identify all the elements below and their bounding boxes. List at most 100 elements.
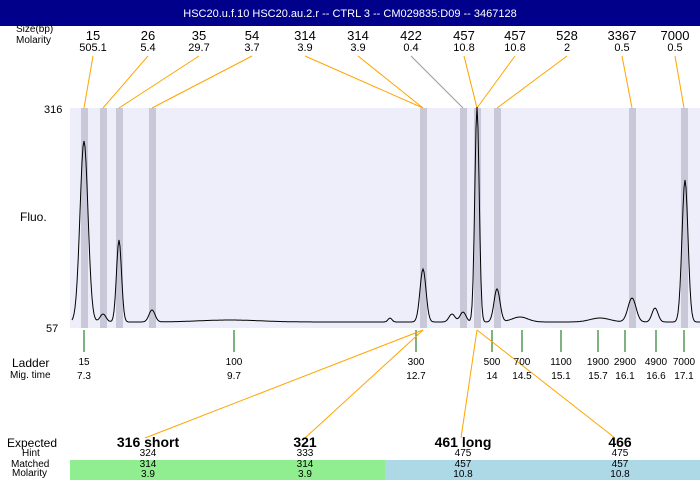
peak-molarity-label: 3.9 bbox=[350, 42, 366, 54]
ladder-label: Ladder bbox=[12, 356, 50, 370]
peak-band bbox=[116, 108, 123, 328]
peak-molarity-label: 10.8 bbox=[504, 42, 526, 54]
size-label: Size(bp) bbox=[16, 24, 54, 35]
ladder-time-label: 17.1 bbox=[674, 371, 694, 382]
peak-molarity-label: 3.9 bbox=[297, 42, 313, 54]
peak-molarity-label: 2 bbox=[563, 42, 571, 54]
peak-band bbox=[100, 108, 107, 328]
peak-size-label: 7000 bbox=[660, 28, 690, 43]
ladder-time-label: 15.1 bbox=[551, 371, 571, 382]
expected-name: 461 long bbox=[434, 434, 492, 450]
peak-molarity-label: 0.5 bbox=[667, 42, 683, 54]
peak-band bbox=[149, 108, 156, 328]
peak-connector bbox=[674, 55, 685, 109]
y-max-label: 316 bbox=[44, 104, 63, 116]
expected-name: 321 bbox=[293, 434, 317, 450]
expected-matched: 457 bbox=[454, 459, 472, 470]
ladder-time-label: 14 bbox=[486, 371, 498, 382]
expected-label: Expected bbox=[7, 436, 58, 450]
peak-molarity-label: 29.7 bbox=[188, 42, 210, 54]
ladder-size-label: 1100 bbox=[550, 357, 572, 368]
ladder-size-label: 300 bbox=[407, 357, 425, 368]
peak-connector bbox=[496, 55, 568, 109]
peak-size-label: 3367 bbox=[607, 28, 637, 43]
expected-molarity: 10.8 bbox=[610, 469, 630, 480]
ladder-size-label: 500 bbox=[483, 357, 501, 368]
expected-matched: 314 bbox=[139, 459, 157, 470]
peak-molarity-label: 0.4 bbox=[403, 42, 419, 54]
peak-size-label: 35 bbox=[191, 28, 207, 43]
peak-size-label: 314 bbox=[294, 28, 316, 43]
peak-connector bbox=[476, 55, 516, 109]
ladder-time-label: 7.3 bbox=[77, 371, 91, 382]
peak-size-label: 422 bbox=[400, 28, 422, 43]
peak-connector bbox=[151, 55, 253, 109]
expected-name: 316 short bbox=[116, 434, 180, 450]
peak-connector bbox=[463, 55, 478, 109]
ladder-size-label: 15 bbox=[78, 357, 90, 368]
ladder-time-label: 16.6 bbox=[646, 371, 666, 382]
peak-connector bbox=[102, 55, 149, 109]
expected-connector bbox=[476, 329, 616, 439]
expected-matched: 457 bbox=[611, 459, 629, 470]
peak-size-label: 54 bbox=[244, 28, 260, 43]
expected-connector bbox=[460, 329, 478, 439]
peak-band bbox=[81, 108, 88, 328]
molarity-label: Molarity bbox=[16, 35, 52, 46]
matched-blue-row bbox=[385, 460, 700, 480]
ladder-size-label: 2900 bbox=[613, 357, 637, 368]
peak-size-label: 314 bbox=[347, 28, 369, 43]
peak-band bbox=[681, 108, 688, 328]
peak-connector bbox=[621, 55, 633, 109]
peak-molarity-label: 5.4 bbox=[140, 42, 156, 54]
ladder-size-label: 100 bbox=[225, 357, 243, 368]
peak-band bbox=[474, 108, 481, 328]
peak-connector bbox=[304, 55, 424, 109]
matched-label: Matched bbox=[11, 459, 50, 470]
expected-hint: 333 bbox=[296, 448, 314, 459]
ladder-time-label: 9.7 bbox=[227, 371, 241, 382]
hint-label: Hint bbox=[22, 448, 40, 459]
molarity2-label: Molarity bbox=[12, 468, 48, 479]
expected-molarity: 3.9 bbox=[298, 469, 312, 480]
peak-molarity-label: 10.8 bbox=[453, 42, 475, 54]
fluo-label: Fluo. bbox=[20, 210, 47, 224]
peak-size-label: 528 bbox=[556, 28, 578, 43]
ladder-size-label: 7000 bbox=[672, 357, 696, 368]
peak-band bbox=[629, 108, 636, 328]
ladder-time-label: 15.7 bbox=[588, 371, 608, 382]
trace-line bbox=[71, 106, 700, 323]
matched-green-row bbox=[70, 460, 385, 480]
peak-band bbox=[460, 108, 467, 328]
peak-connector bbox=[410, 55, 464, 109]
peak-size-label: 457 bbox=[453, 28, 475, 43]
ladder-size-label: 4900 bbox=[644, 357, 668, 368]
peak-molarity-label: 3.7 bbox=[244, 42, 260, 54]
migtime-label: Mig. time bbox=[10, 370, 51, 381]
peak-connector bbox=[118, 55, 200, 109]
expected-matched: 314 bbox=[296, 459, 314, 470]
ladder-size-label: 700 bbox=[513, 357, 531, 368]
ladder-time-label: 16.1 bbox=[615, 371, 635, 382]
title-bar: HSC20.u.f.10 HSC20.au.2.r -- CTRL 3 -- C… bbox=[0, 0, 700, 26]
peak-band bbox=[420, 108, 427, 328]
expected-molarity: 10.8 bbox=[453, 469, 473, 480]
peak-size-label: 15 bbox=[85, 28, 101, 43]
expected-connector bbox=[304, 329, 424, 439]
expected-molarity: 3.9 bbox=[141, 469, 155, 480]
peak-molarity-label: 505.1 bbox=[79, 42, 107, 54]
peak-size-label: 26 bbox=[140, 28, 156, 43]
peak-size-label: 457 bbox=[504, 28, 526, 43]
expected-hint: 324 bbox=[139, 448, 157, 459]
ladder-time-label: 14.5 bbox=[512, 371, 532, 382]
peak-connector bbox=[357, 55, 424, 109]
ladder-time-label: 12.7 bbox=[406, 371, 426, 382]
expected-connector bbox=[144, 329, 424, 439]
peak-band bbox=[494, 108, 501, 328]
expected-hint: 475 bbox=[454, 448, 472, 459]
expected-name: 466 bbox=[608, 434, 632, 450]
ladder-size-label: 1900 bbox=[586, 357, 610, 368]
peak-molarity-label: 0.5 bbox=[614, 42, 630, 54]
plot-area bbox=[70, 108, 700, 328]
